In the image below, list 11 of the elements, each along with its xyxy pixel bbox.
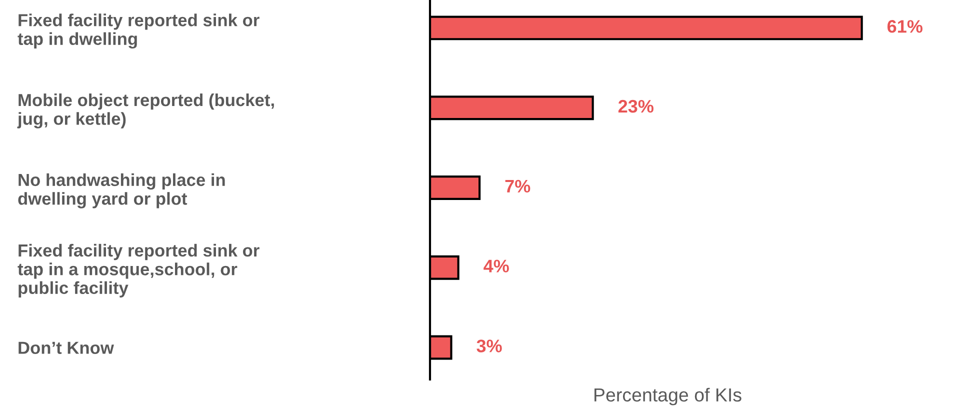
x-axis-title: Percentage of KIs bbox=[594, 388, 742, 406]
data-label: 23% bbox=[618, 100, 654, 113]
data-label: 4% bbox=[484, 260, 509, 272]
data-label: 7% bbox=[505, 180, 530, 193]
y-tick-label: No handwashing place in dwelling yard or plot bbox=[18, 173, 225, 208]
data-label: 3% bbox=[476, 340, 502, 352]
y-tick-label: Fixed facility reported sink or tap in dwelling bbox=[18, 14, 260, 49]
data-label: 61% bbox=[887, 20, 922, 33]
y-tick-label: Don’t Know bbox=[18, 342, 114, 354]
y-tick-label: Fixed facility reported sink or tap in a mosque,school, or public facility bbox=[18, 244, 260, 298]
y-tick-label: Mobile object reported (bucket, jug, or kettle) bbox=[17, 93, 274, 128]
